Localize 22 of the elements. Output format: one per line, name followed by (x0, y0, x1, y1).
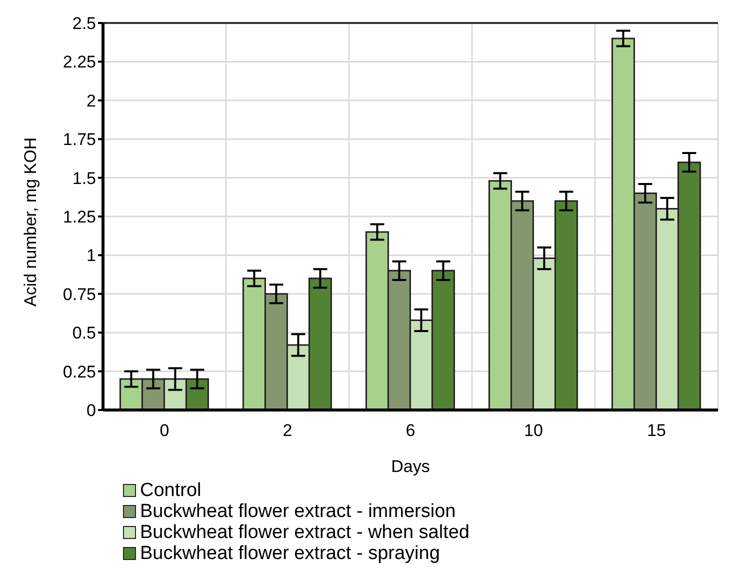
x-axis-title: Days (391, 457, 430, 476)
legend-label: Buckwheat flower extract - spraying (140, 543, 440, 564)
x-tick-label: 0 (160, 421, 170, 440)
y-tick-label: 1.25 (62, 208, 96, 227)
y-tick-label: 1.5 (72, 168, 96, 188)
legend-label: Buckwheat flower extract - immersion (140, 501, 456, 522)
y-axis-title: Acid number, mg KOH (21, 137, 40, 306)
y-tick-label: 1.75 (62, 130, 96, 150)
y-tick-label: 0.5 (72, 324, 96, 343)
y-tick-label: 2.25 (62, 52, 96, 72)
x-tick-label: 10 (524, 421, 543, 440)
y-tick-label: 0.25 (62, 362, 96, 382)
x-tick-label: 6 (406, 421, 416, 440)
y-tick-label: 1 (86, 246, 96, 266)
x-tick-label: 2 (282, 421, 292, 440)
y-tick-label: 0.75 (62, 284, 96, 304)
y-tick-label: 0 (86, 401, 96, 420)
legend-label: Buckwheat flower extract - when salted (140, 522, 470, 543)
y-tick-label: 2.5 (72, 14, 96, 34)
x-tick-label: 15 (647, 421, 666, 440)
legend-label: Control (140, 480, 202, 501)
y-tick-label: 2 (86, 91, 96, 110)
